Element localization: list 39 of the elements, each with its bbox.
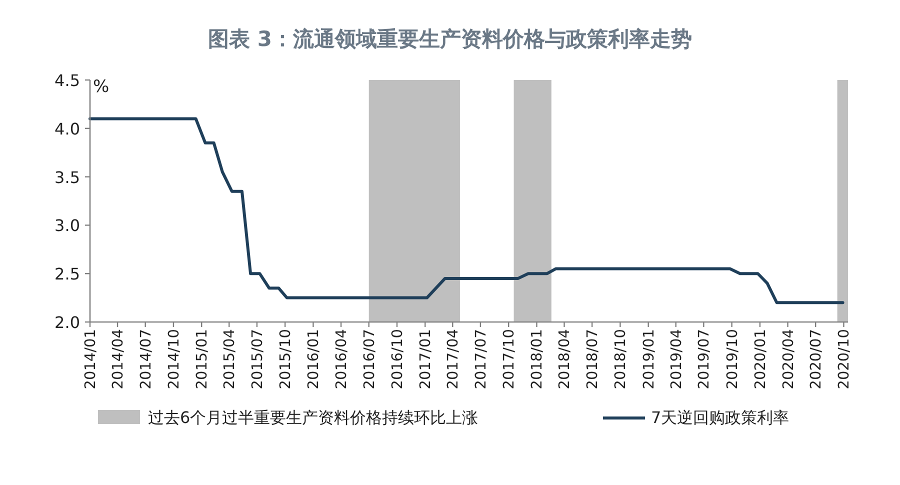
x-tick-label: 2018/10 xyxy=(613,329,630,390)
x-tick-label: 2016/10 xyxy=(390,329,406,390)
x-tick-label: 2016/07 xyxy=(362,329,378,390)
x-tick-label: 2019/04 xyxy=(668,329,685,390)
x-tick-label: 2019/07 xyxy=(696,329,713,390)
y-tick-label: 4.5 xyxy=(54,71,80,90)
x-tick-label: 2017/10 xyxy=(502,329,518,390)
x-tick-label: 2015/04 xyxy=(222,329,238,390)
x-tick-label: 2018/04 xyxy=(557,329,574,390)
x-tick-label: 2017/04 xyxy=(446,329,462,390)
chart-title: 图表 3：流通领域重要生产资料价格与政策利率走势 xyxy=(208,27,692,51)
x-tick-label: 2017/07 xyxy=(473,329,490,390)
y-tick-label: 2.0 xyxy=(54,313,80,332)
x-tick-label: 2018/07 xyxy=(585,329,602,390)
x-tick-label: 2015/07 xyxy=(250,329,266,390)
x-tick-label: 2020/01 xyxy=(752,329,769,390)
x-tick-label: 2014/10 xyxy=(166,329,182,390)
y-tick-label: 3.0 xyxy=(54,216,80,236)
x-tick-label: 2017/01 xyxy=(418,329,434,390)
x-tick-label: 2015/01 xyxy=(194,329,211,390)
legend-label: 过去6个月过半重要生产资料价格持续环比上涨 xyxy=(148,408,478,427)
x-tick-label: 2016/04 xyxy=(334,329,350,390)
y-tick-label: 2.5 xyxy=(54,264,80,284)
x-tick-label: 2014/01 xyxy=(83,329,99,390)
x-tick-label: 2020/10 xyxy=(836,329,853,390)
x-tick-label: 2014/07 xyxy=(138,329,154,390)
y-axis-title: % xyxy=(93,77,110,97)
x-tick-label: 2014/04 xyxy=(110,329,127,390)
x-tick-label: 2015/10 xyxy=(278,329,294,390)
x-tick-label: 2019/01 xyxy=(641,329,658,390)
legend-label: 7天逆回购政策利率 xyxy=(651,408,790,427)
x-tick-label: 2016/01 xyxy=(306,329,322,390)
x-tick-label: 2019/10 xyxy=(724,329,741,390)
x-tick-label: 2020/04 xyxy=(780,329,797,390)
x-tick-label: 2018/01 xyxy=(530,329,546,390)
y-tick-label: 4.0 xyxy=(54,119,80,138)
x-tick-label: 2020/07 xyxy=(808,329,825,390)
line-series xyxy=(88,117,844,304)
y-tick-label: 3.5 xyxy=(54,168,80,187)
